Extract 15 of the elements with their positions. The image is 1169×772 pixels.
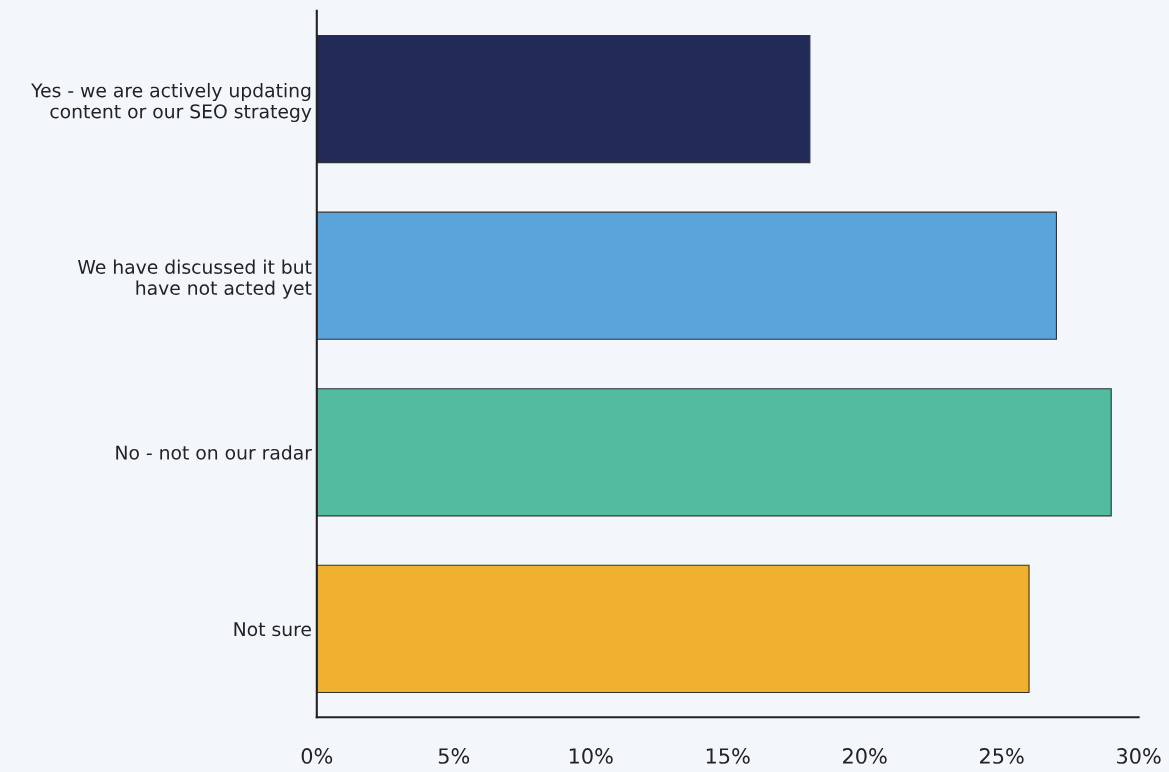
x-tick-label: 15% [706,748,750,764]
bar [316,564,1030,694]
bar [316,388,1112,517]
x-tick-label: 30% [1117,748,1161,764]
y-tick-label: We have discussed it but have not acted yet [78,259,312,299]
bar [316,211,1057,340]
x-tick-label: 20% [843,748,887,764]
y-tick-label: Not sure [234,622,311,637]
x-tick-label: 25% [980,748,1024,764]
bar [316,34,811,164]
y-tick-label: No - not on our radar [116,445,312,460]
x-tick-label: 5% [438,748,470,764]
x-tick-label: 0% [301,748,333,764]
y-tick-label: Yes - we are actively updating content or our SEO strategy [31,82,312,123]
x-tick-label: 10% [569,748,613,764]
